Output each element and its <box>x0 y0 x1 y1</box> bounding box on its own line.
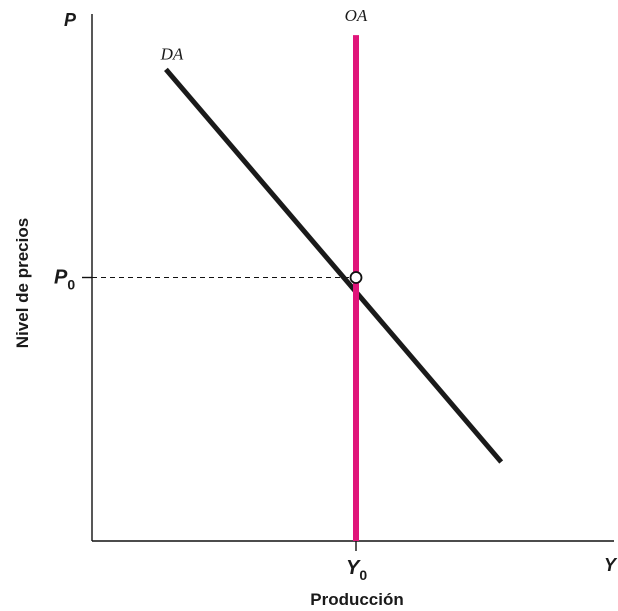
tick-labels: Y0 P0 <box>54 267 367 584</box>
y-axis-symbol: P <box>64 10 77 30</box>
y-tick-label-0: P0 <box>54 267 75 293</box>
markers <box>349 271 363 284</box>
series-label-oa: OA <box>345 6 368 25</box>
x-tick-subscript-0: 0 <box>359 567 367 583</box>
series-label-da: DA <box>160 44 184 63</box>
series-line-da <box>164 67 504 464</box>
x-axis-title: Producción <box>310 590 404 609</box>
series-labels: DA OA <box>160 6 368 63</box>
equilibrium-point <box>349 271 363 284</box>
series-lines <box>164 35 504 541</box>
x-axis-symbol: Y <box>604 555 618 575</box>
y-axis-title: Nivel de precios <box>13 218 32 348</box>
x-tick-label-0: Y0 <box>346 557 367 583</box>
y-tick-subscript-0: 0 <box>67 277 75 293</box>
tick-marks <box>82 276 357 551</box>
